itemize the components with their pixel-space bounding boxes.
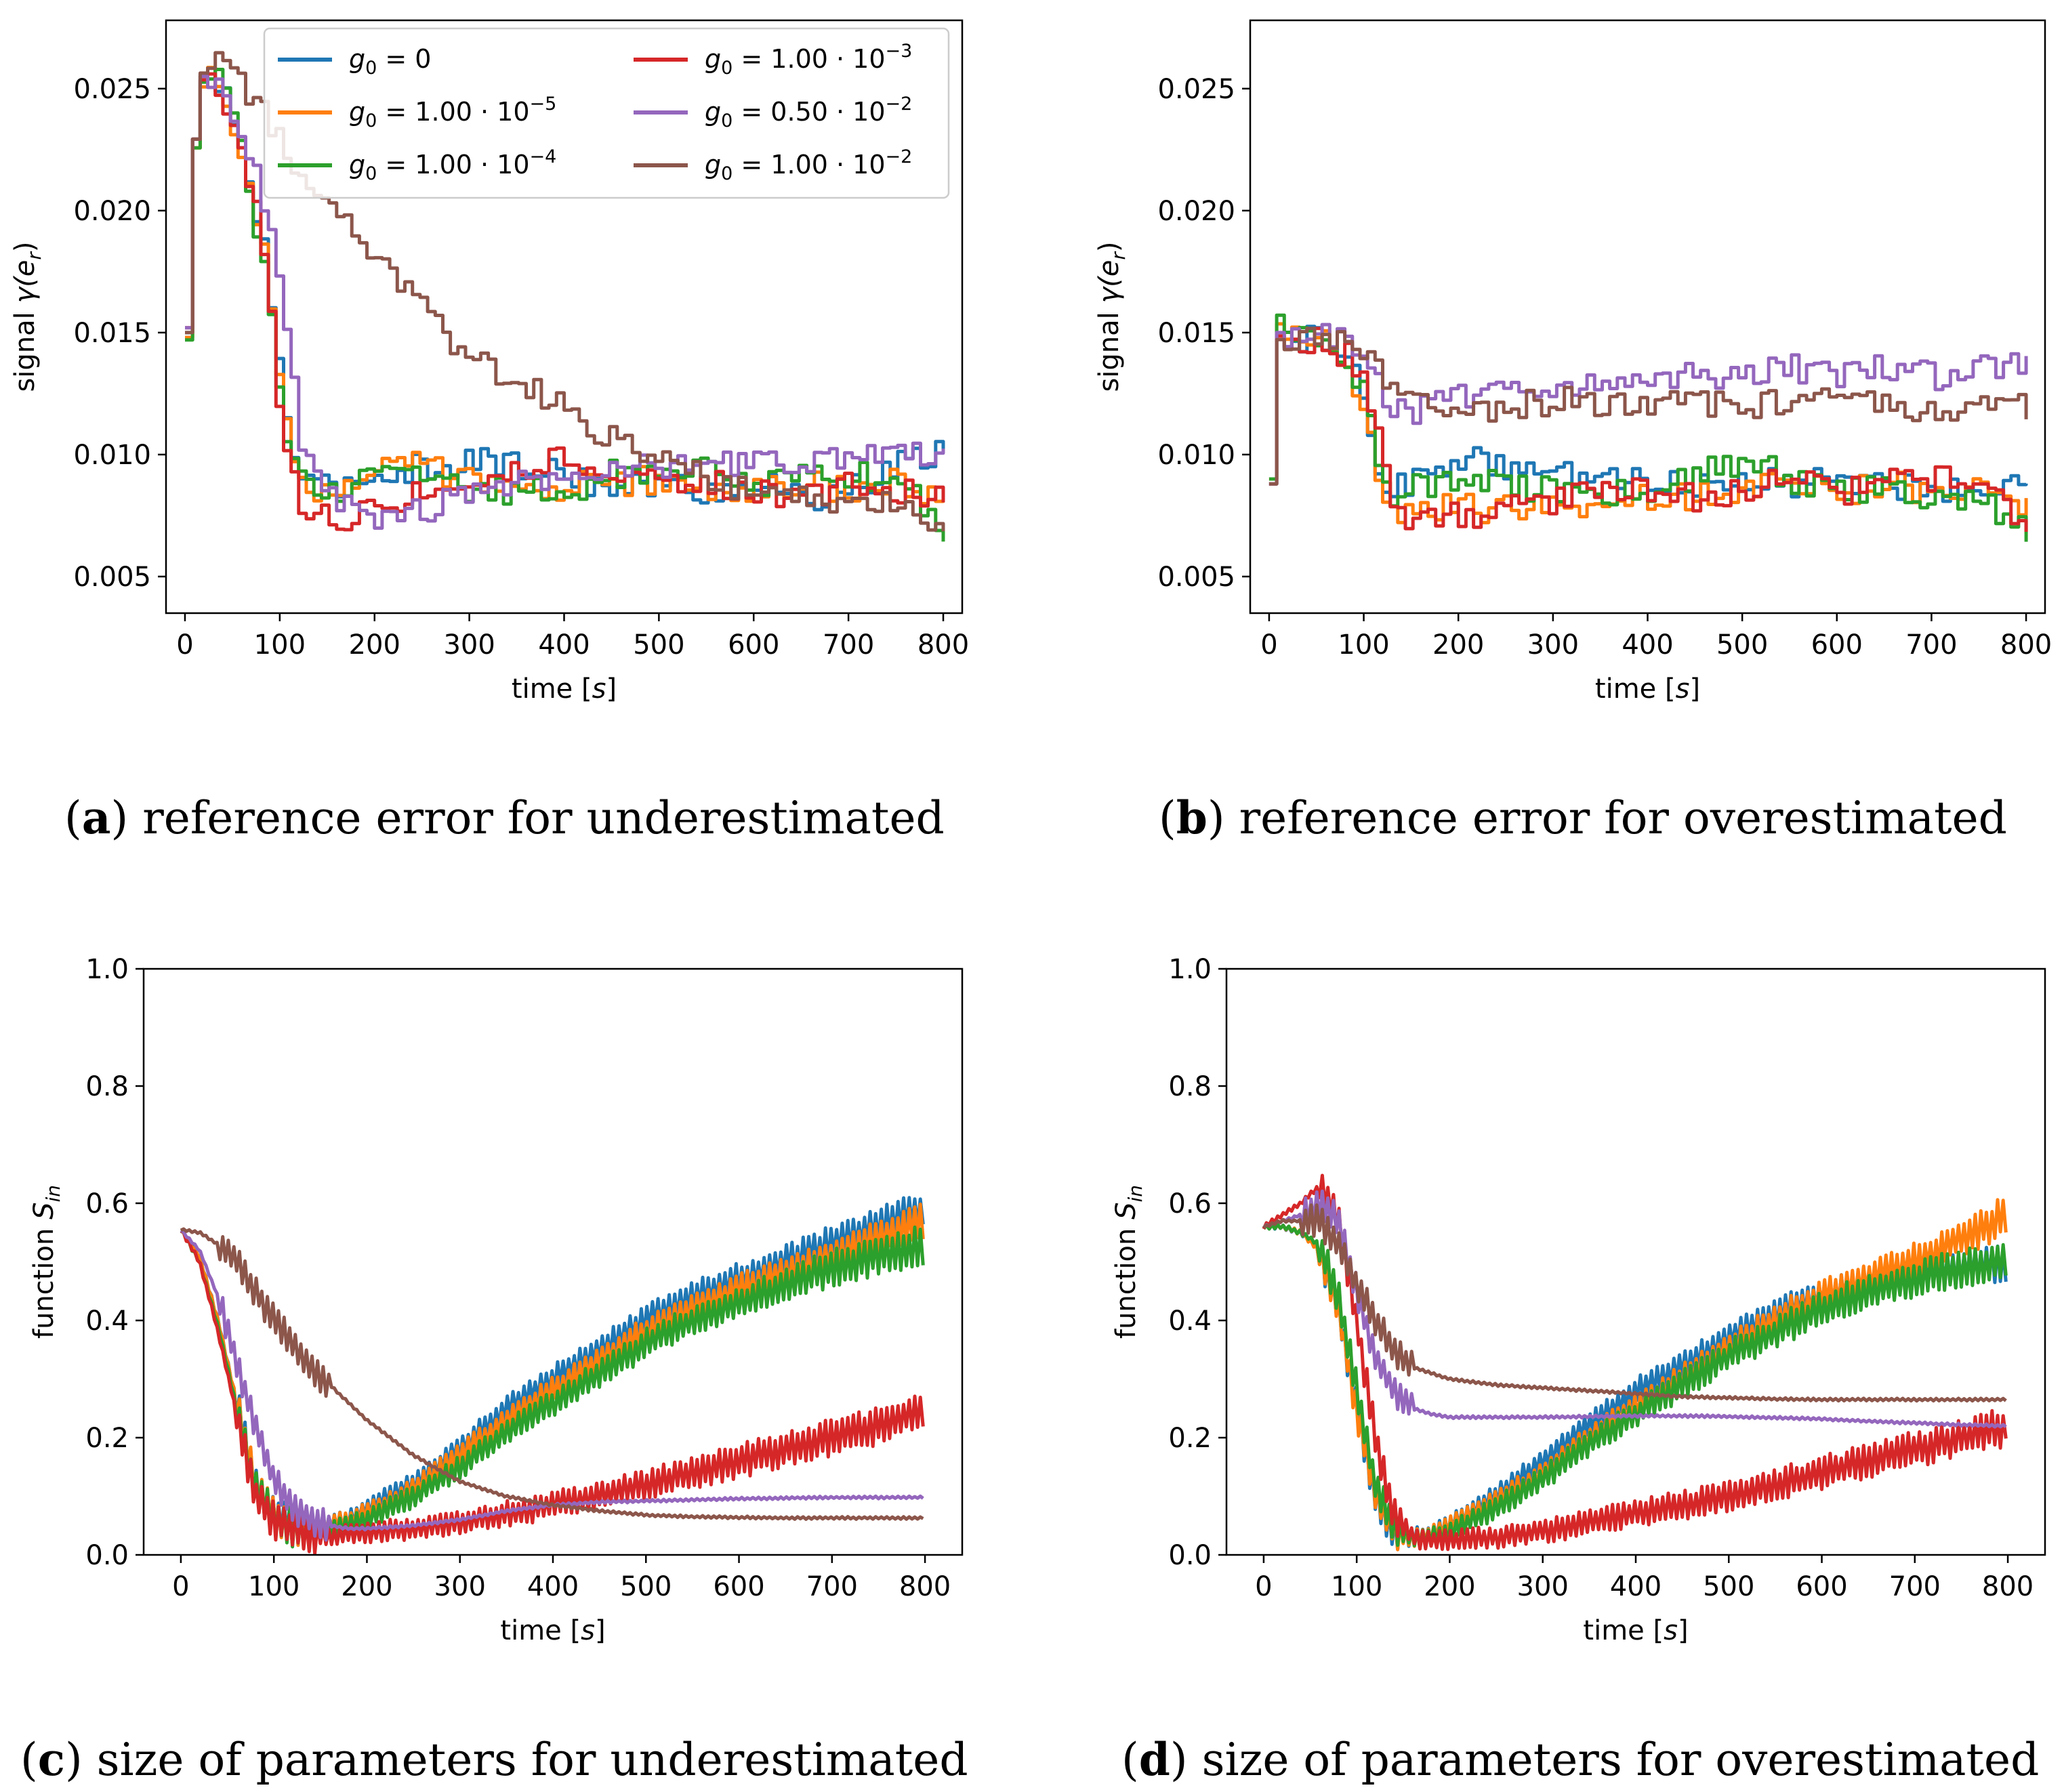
y-axis-label: function Sin <box>1111 1185 1147 1339</box>
series-group <box>1262 1173 2008 1551</box>
panel-c: 0 100 200 300 400 500 600 700 800 0.0 0.2 0.4 0.6 0.8… <box>20 954 968 1786</box>
series-line-g0_5e-3 <box>1262 1189 2007 1429</box>
panel-a: 0 100 200 300 400 500 600 700 800 0.005 0.010 0.015… <box>9 19 969 844</box>
y-tick-label: 0.2 <box>1168 1423 1212 1454</box>
series-line-g0_1e-4 <box>185 68 945 542</box>
x-tick-label: 600 <box>728 629 779 661</box>
y-tick-label: 0.015 <box>73 318 151 349</box>
panel-caption: (b) reference error for overestimated <box>1159 791 2007 844</box>
y-axis-label: function Sin <box>28 1185 64 1339</box>
series-line-g0_1e-3 <box>185 72 945 532</box>
x-tick-label: 500 <box>620 1571 672 1602</box>
y-axis-label: signal γ(er) <box>9 241 45 392</box>
series-line-g0_5e-3 <box>185 75 945 530</box>
x-tick-label: 600 <box>713 1571 764 1602</box>
y-tick-label: 0.2 <box>85 1423 129 1454</box>
y-tick-label: 1.0 <box>1168 954 1212 985</box>
y-tick-label: 0.0 <box>85 1540 129 1571</box>
y-tick-label: 0.025 <box>1157 74 1235 105</box>
x-tick-label: 700 <box>1889 1571 1941 1602</box>
x-tick-label: 300 <box>434 1571 486 1602</box>
legend-entry: g0 = 0.50 · 10−2 <box>705 93 912 131</box>
x-tick-label: 100 <box>248 1571 300 1602</box>
x-tick-label: 500 <box>633 629 684 661</box>
x-axis-label: time [s] <box>512 673 617 705</box>
x-tick-label: 200 <box>1432 629 1484 661</box>
x-tick-label: 400 <box>1610 1571 1661 1602</box>
x-tick-label: 300 <box>443 629 495 661</box>
x-axis-label: time [s] <box>500 1615 605 1646</box>
x-tick-label: 700 <box>823 629 874 661</box>
x-tick-label: 600 <box>1796 1571 1847 1602</box>
x-tick-label: 100 <box>1331 1571 1382 1602</box>
series-line-g0_1e-4 <box>1262 1222 2008 1548</box>
series-line-g0_1e-2 <box>180 1227 924 1521</box>
panel-caption: (a) reference error for underestimated <box>64 791 945 844</box>
y-tick-label: 0.005 <box>73 562 151 593</box>
y-tick-label: 1.0 <box>85 954 129 985</box>
series-group <box>180 1196 925 1555</box>
y-axis-label: signal γ(er) <box>1094 241 1130 392</box>
x-tick-label: 200 <box>341 1571 392 1602</box>
x-tick-label: 0 <box>1255 1571 1272 1602</box>
y-tick-label: 0.0 <box>1168 1540 1212 1571</box>
y-tick-label: 0.4 <box>85 1306 129 1337</box>
y-tick-label: 0.8 <box>1168 1071 1212 1102</box>
x-tick-label: 300 <box>1527 629 1579 661</box>
x-tick-label: 200 <box>1424 1571 1475 1602</box>
series-line-g0_1e-2 <box>1268 327 2028 486</box>
x-tick-label: 0 <box>1260 629 1277 661</box>
x-tick-label: 0 <box>172 1571 189 1602</box>
y-tick-label: 0.015 <box>1157 318 1235 349</box>
x-tick-label: 500 <box>1716 629 1768 661</box>
x-tick-label: 100 <box>254 629 306 661</box>
y-tick-label: 0.010 <box>1157 440 1235 471</box>
x-axis-label: time [s] <box>1595 673 1700 705</box>
y-tick-label: 0.020 <box>1157 196 1235 227</box>
x-tick-label: 800 <box>917 629 969 661</box>
series-group <box>1268 313 2028 542</box>
x-tick-label: 600 <box>1811 629 1863 661</box>
x-tick-label: 100 <box>1338 629 1389 661</box>
panel-d: 0 100 200 300 400 500 600 700 800 0.0 0.2 0.4 0.6 0.8… <box>1111 954 2046 1786</box>
legend-entry: g0 = 1.00 · 10−5 <box>349 93 556 131</box>
y-tick-label: 0.020 <box>73 196 151 227</box>
y-tick-label: 0.025 <box>73 74 151 105</box>
x-tick-label: 200 <box>349 629 400 661</box>
x-tick-label: 700 <box>806 1571 858 1602</box>
legend-entry: g0 = 1.00 · 10−4 <box>349 146 556 184</box>
axes-frame <box>1249 19 2046 614</box>
y-tick-label: 0.6 <box>1168 1188 1212 1220</box>
x-tick-label: 0 <box>176 629 193 661</box>
y-tick-label: 0.010 <box>73 440 151 471</box>
x-tick-label: 400 <box>538 629 590 661</box>
series-line-g0_1e-3 <box>180 1229 925 1555</box>
series-line-g0_1e-3 <box>1262 1173 2008 1551</box>
x-tick-label: 300 <box>1517 1571 1569 1602</box>
y-tick-label: 0.8 <box>85 1071 129 1102</box>
panel-caption: (d) size of parameters for overestimated <box>1121 1733 2039 1786</box>
x-tick-label: 400 <box>527 1571 579 1602</box>
x-tick-label: 800 <box>899 1571 951 1602</box>
x-tick-label: 500 <box>1703 1571 1754 1602</box>
legend: g0 = 0 g0 = 1.00 · 10−5 g0 = 1.00 · 10−4 g0… <box>263 27 950 199</box>
x-tick-label: 700 <box>1905 629 1957 661</box>
series-line-g0_1e-2 <box>1262 1203 2007 1403</box>
x-tick-label: 400 <box>1622 629 1673 661</box>
y-tick-label: 0.6 <box>85 1188 129 1220</box>
series-line-g0_1e-3 <box>1268 327 2028 532</box>
legend-entry: g0 = 0 <box>349 44 432 79</box>
panel-b: 0 100 200 300 400 500 600 700 800 0.005 0.010 0.015… <box>1094 19 2052 844</box>
legend-box <box>263 27 950 199</box>
panel-caption: (c) size of parameters for underestimate… <box>20 1733 968 1786</box>
legend-entry: g0 = 1.00 · 10−2 <box>705 146 912 184</box>
legend-entry: g0 = 1.00 · 10−3 <box>705 41 912 79</box>
y-tick-label: 0.005 <box>1157 562 1235 593</box>
x-axis-label: time [s] <box>1583 1615 1688 1646</box>
x-tick-label: 800 <box>2000 629 2052 661</box>
x-tick-label: 800 <box>1982 1571 2034 1602</box>
y-tick-label: 0.4 <box>1168 1306 1212 1337</box>
series-line-g0_5e-3 <box>1268 322 2028 486</box>
